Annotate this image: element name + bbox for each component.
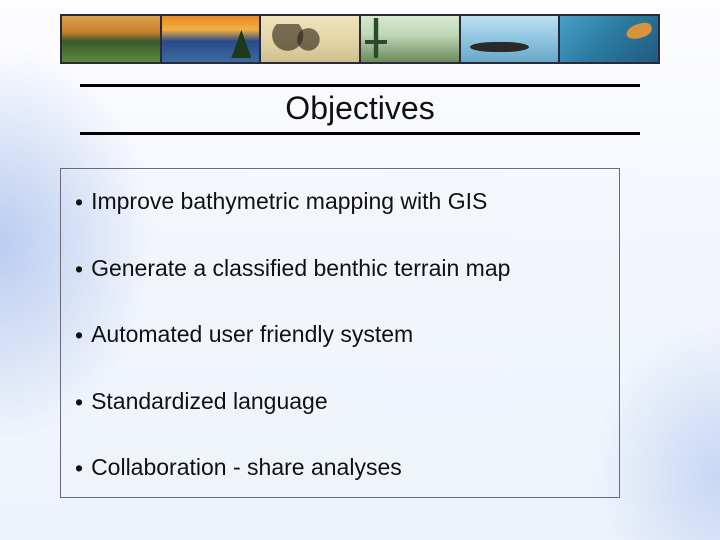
header-image-strip — [60, 14, 660, 64]
bullet-dot-icon: • — [75, 320, 83, 350]
strip-cell-savanna — [261, 16, 361, 62]
bullet-dot-icon: • — [75, 254, 83, 284]
strip-cell-submarine — [461, 16, 561, 62]
bullet-dot-icon: • — [75, 387, 83, 417]
title-rule-top — [80, 84, 640, 87]
bullet-item: • Generate a classified benthic terrain … — [75, 254, 605, 284]
bullet-text: Improve bathymetric mapping with GIS — [91, 187, 605, 216]
strip-cell-sunset-hills — [62, 16, 162, 62]
bullet-item: • Improve bathymetric mapping with GIS — [75, 187, 605, 217]
strip-cell-volcano-sea — [162, 16, 262, 62]
bullet-text: Automated user friendly system — [91, 320, 605, 349]
bullet-dot-icon: • — [75, 187, 83, 217]
bullet-text: Collaboration - share analyses — [91, 453, 605, 482]
strip-cell-jungle — [361, 16, 461, 62]
bullet-item: • Standardized language — [75, 387, 605, 417]
strip-cell-reef-fish — [560, 16, 658, 62]
bullet-item: • Automated user friendly system — [75, 320, 605, 350]
bullet-item: • Collaboration - share analyses — [75, 453, 605, 483]
title-rule-bottom — [80, 132, 640, 135]
slide-title: Objectives — [0, 90, 720, 127]
bullet-text: Standardized language — [91, 387, 605, 416]
bullet-text: Generate a classified benthic terrain ma… — [91, 254, 605, 283]
bullet-dot-icon: • — [75, 453, 83, 483]
objectives-box: • Improve bathymetric mapping with GIS •… — [60, 168, 620, 498]
